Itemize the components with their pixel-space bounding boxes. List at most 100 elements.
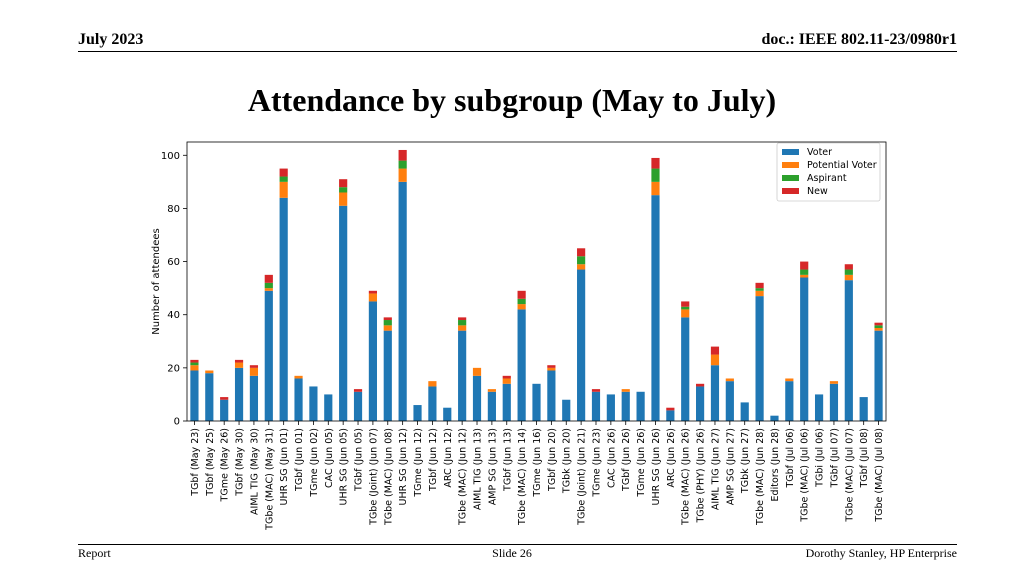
- bar-voter-14: [398, 181, 407, 421]
- bar-potential-voter-33: [681, 309, 690, 318]
- x-tick-label-21: TGbf (Jun 13): [502, 428, 513, 492]
- bar-new-12: [368, 290, 377, 294]
- y-tick-label-80: 80: [167, 204, 180, 215]
- legend-swatch-aspirant: [782, 175, 799, 181]
- bar-aspirant-22: [517, 298, 526, 305]
- x-tick-label-3: TGbf (May 30): [235, 428, 246, 497]
- bar-new-33: [681, 301, 690, 307]
- bar-aspirant-10: [339, 187, 348, 193]
- x-tick-label-5: TGbe (MAC) (May 31): [264, 428, 275, 531]
- bar-voter-7: [294, 378, 303, 421]
- x-tick-label-6: UHR SG (Jun 01): [279, 428, 290, 506]
- bar-voter-33: [681, 317, 690, 421]
- bar-new-14: [398, 149, 407, 161]
- bar-aspirant-44: [844, 269, 853, 275]
- bar-potential-voter-46: [874, 328, 883, 331]
- x-tick-label-1: TGbf (May 25): [205, 428, 216, 497]
- bar-potential-voter-24: [547, 367, 556, 371]
- bar-potential-voter-35: [710, 354, 720, 366]
- x-tick-label-10: UHR SG (Jun 05): [339, 428, 350, 506]
- bar-aspirant-26: [577, 256, 586, 265]
- x-tick-label-44: TGbe (MAC) (Jul 07): [844, 428, 855, 523]
- bar-potential-voter-7: [294, 375, 303, 379]
- bar-potential-voter-21: [502, 378, 511, 384]
- bar-potential-voter-44: [844, 274, 853, 281]
- bar-voter-15: [413, 405, 422, 421]
- footer-divider: [78, 544, 957, 545]
- x-tick-label-29: TGbf (Jun 26): [621, 428, 632, 492]
- x-tick-label-11: TGbf (Jun 05): [354, 428, 365, 492]
- legend-box: [776, 142, 881, 202]
- bar-potential-voter-22: [517, 304, 526, 310]
- x-tick-label-12: TGbe (Joint) (Jun 07): [368, 428, 379, 526]
- x-tick-label-42: TGbi (Jul 06): [815, 428, 826, 488]
- footer-author: Dorothy Stanley, HP Enterprise: [805, 546, 957, 560]
- x-tick-label-25: TGbk (Jun 20): [562, 428, 573, 494]
- bar-potential-voter-19: [472, 367, 482, 376]
- x-tick-label-16: TGbf (Jun 12): [428, 428, 439, 492]
- bar-potential-voter-4: [249, 367, 259, 376]
- bar-new-38: [755, 282, 764, 289]
- bar-potential-voter-43: [829, 381, 839, 384]
- x-tick-label-14: UHR SG (Jun 12): [398, 428, 409, 506]
- x-tick-label-28: CAC (Jun 26): [606, 428, 617, 488]
- x-tick-label-46: TGbe (MAC) (Jul 08): [874, 428, 885, 523]
- bar-new-32: [666, 407, 675, 411]
- x-tick-label-0: TGbf (May 23): [190, 428, 201, 497]
- x-tick-label-31: UHR SG (Jun 26): [651, 428, 662, 506]
- x-tick-label-7: TGbf (Jun 01): [294, 428, 305, 492]
- bar-voter-29: [621, 391, 630, 421]
- bar-aspirant-38: [755, 288, 764, 291]
- bar-voter-9: [324, 394, 333, 421]
- x-tick-label-27: TGme (Jun 23): [591, 428, 602, 498]
- bar-new-11: [353, 389, 363, 392]
- bar-voter-44: [844, 280, 853, 421]
- bar-voter-46: [874, 330, 883, 421]
- bar-voter-18: [458, 330, 467, 421]
- bar-voter-42: [814, 394, 824, 421]
- x-tick-label-26: TGbe (Joint) (Jun 21): [577, 428, 588, 526]
- x-tick-label-32: ARC (Jun 26): [666, 428, 677, 488]
- bar-voter-0: [190, 370, 199, 421]
- x-tick-label-9: CAC (Jun 05): [324, 428, 335, 488]
- bar-voter-41: [800, 277, 809, 421]
- bar-voter-12: [368, 301, 377, 421]
- header-date: July 2023: [78, 31, 144, 48]
- bar-voter-11: [353, 391, 363, 421]
- bar-voter-23: [532, 383, 541, 421]
- x-tick-label-19: AIML TIG (Jun 13): [473, 428, 484, 510]
- bar-potential-voter-14: [398, 168, 407, 182]
- bar-potential-voter-12: [368, 293, 377, 302]
- bar-voter-30: [636, 391, 645, 421]
- bar-new-0: [190, 359, 199, 363]
- x-tick-label-35: AIML TIG (Jun 27): [710, 428, 721, 510]
- bar-aspirant-0: [190, 362, 199, 366]
- bar-potential-voter-18: [458, 325, 467, 331]
- legend-label-potential-voter: Potential Voter: [807, 160, 877, 171]
- y-tick-label-20: 20: [167, 363, 180, 374]
- bar-new-34: [696, 383, 705, 387]
- bar-voter-26: [577, 269, 586, 421]
- bar-voter-40: [785, 381, 794, 421]
- bar-potential-voter-41: [800, 274, 809, 278]
- legend-label-aspirant: Aspirant: [807, 173, 847, 184]
- x-tick-label-36: AMP SG (Jun 27): [725, 428, 736, 505]
- x-tick-label-43: TGbf (Jul 07): [829, 428, 840, 489]
- bar-new-22: [517, 290, 526, 299]
- bar-potential-voter-1: [205, 370, 214, 374]
- bar-voter-17: [443, 407, 452, 421]
- bar-new-31: [651, 157, 660, 169]
- x-tick-label-33: TGbe (MAC) (Jun 26): [681, 428, 692, 526]
- bar-voter-39: [770, 415, 779, 421]
- bar-voter-36: [725, 381, 734, 421]
- bar-new-18: [458, 317, 467, 321]
- header-doc-number: doc.: IEEE 802.11-23/0980r1: [761, 31, 957, 48]
- bar-new-3: [234, 359, 244, 363]
- bar-voter-10: [339, 205, 348, 421]
- x-tick-label-18: TGbe (MAC) (Jun 12): [458, 428, 469, 526]
- bar-aspirant-6: [279, 176, 288, 182]
- bar-potential-voter-0: [190, 365, 199, 371]
- bar-new-21: [502, 375, 511, 379]
- bar-potential-voter-5: [264, 288, 273, 291]
- x-tick-label-20: AMP SG (Jun 13): [487, 428, 498, 505]
